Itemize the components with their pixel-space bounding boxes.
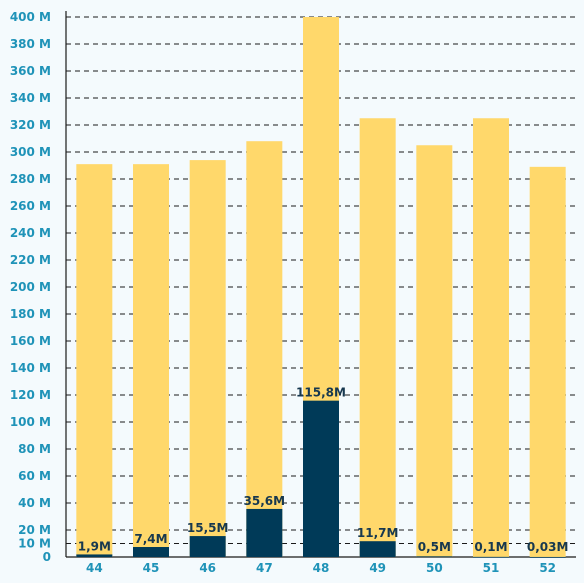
y-tick-label: 380 M (10, 37, 51, 51)
bar-front (76, 554, 113, 557)
y-tick-label: 40 M (18, 496, 51, 510)
data-label: 35,6M (244, 494, 286, 508)
x-tick-label: 51 (483, 561, 500, 575)
y-tick-label: 0 (43, 550, 51, 564)
y-tick-label: 10 M (18, 537, 51, 551)
y-tick-label: 140 M (10, 361, 51, 375)
y-tick-label: 260 M (10, 199, 51, 213)
y-tick-label: 200 M (10, 280, 51, 294)
y-tick-label: 20 M (18, 523, 51, 537)
y-tick-label: 220 M (10, 253, 51, 267)
bar-back (529, 166, 566, 557)
bar-front (359, 541, 396, 557)
y-tick-label: 80 M (18, 442, 51, 456)
y-tick-label: 300 M (10, 145, 51, 159)
data-label: 15,5M (187, 521, 229, 535)
bar-back (416, 145, 453, 557)
data-label: 11,7M (357, 526, 399, 540)
x-tick-label: 46 (199, 561, 216, 575)
y-tick-label: 240 M (10, 226, 51, 240)
y-tick-label: 160 M (10, 334, 51, 348)
x-tick-label: 44 (86, 561, 103, 575)
bar-front (189, 536, 226, 557)
x-tick-label: 52 (539, 561, 556, 575)
bar-back (76, 164, 113, 557)
x-tick-label: 45 (143, 561, 160, 575)
y-tick-label: 340 M (10, 91, 51, 105)
y-tick-label: 320 M (10, 118, 51, 132)
data-label: 1,9M (78, 539, 111, 553)
y-tick-label: 100 M (10, 415, 51, 429)
data-label: 0,1M (474, 540, 507, 554)
bar-front (246, 508, 283, 557)
data-label: 0,5M (418, 540, 451, 554)
x-tick-label: 50 (426, 561, 443, 575)
data-label: 0,03M (527, 540, 569, 554)
y-tick-label: 400 M (10, 10, 51, 24)
bar-front (133, 547, 169, 557)
data-label: 115,8M (296, 386, 346, 400)
bar-front (473, 556, 509, 558)
data-label: 7,4M (134, 532, 167, 546)
bar-back (246, 141, 283, 557)
x-tick-label: 49 (369, 561, 386, 575)
bar-back (473, 118, 509, 557)
y-tick-label: 180 M (10, 307, 51, 321)
y-tick-label: 60 M (18, 469, 51, 483)
bar-back (133, 164, 169, 557)
x-tick-label: 48 (313, 561, 330, 575)
bar-front (529, 556, 566, 558)
y-tick-label: 120 M (10, 388, 51, 402)
x-tick-label: 47 (256, 561, 273, 575)
bar-front (303, 400, 339, 557)
bar-back (189, 160, 226, 557)
bar-front (416, 556, 453, 558)
bar-back (359, 118, 396, 557)
y-tick-label: 360 M (10, 64, 51, 78)
y-tick-label: 280 M (10, 172, 51, 186)
